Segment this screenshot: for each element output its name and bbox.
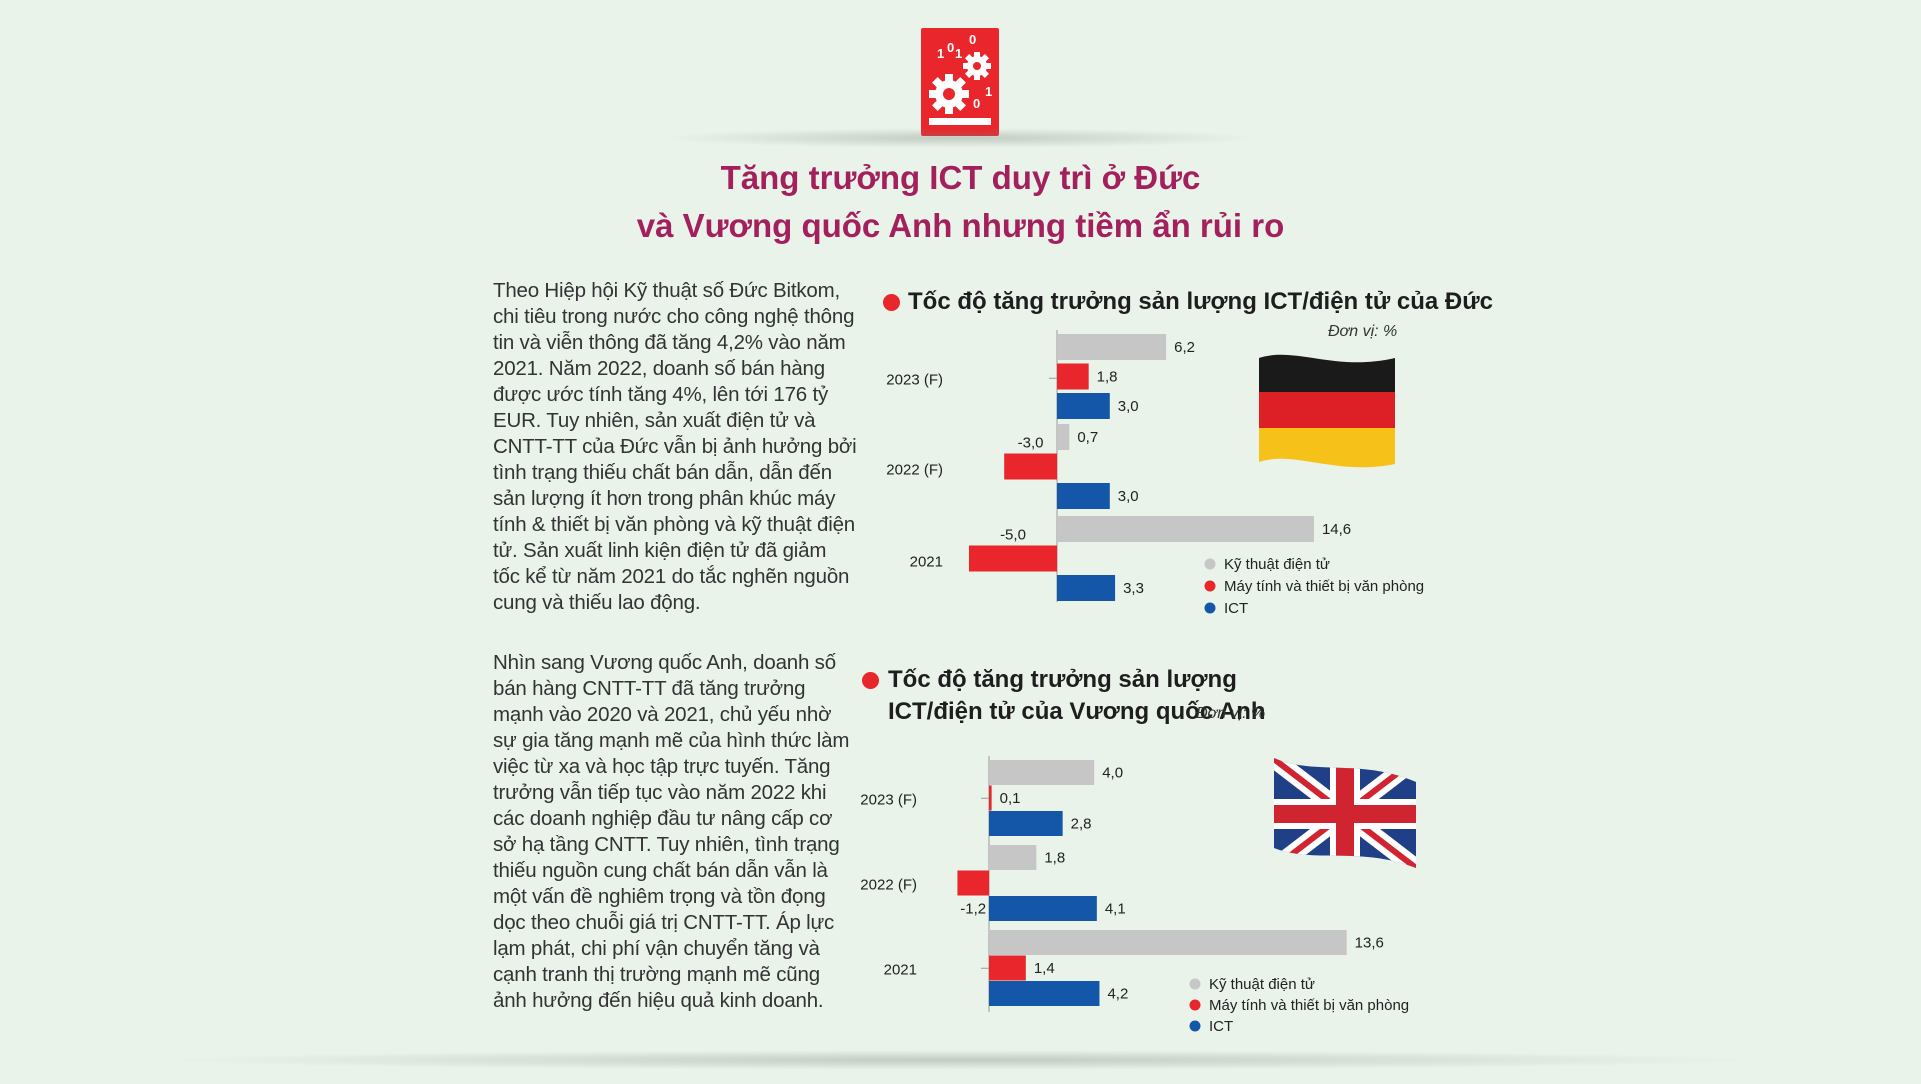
germany-bar [969,545,1057,572]
uk-bar [989,896,1097,921]
germany-value-label: 0,7 [1077,429,1098,446]
gears-binary-icon: 1 0 1 0 1 0 [929,32,992,125]
uk-bar [989,760,1095,785]
uk-legend-swatch [1189,999,1201,1011]
uk-value-label: 4,0 [1102,765,1123,782]
uk-bar [989,785,992,811]
uk-category-label: 2022 (F) [860,876,917,893]
logo-digit: 0 [947,40,954,55]
uk-category-label: 2023 (F) [860,791,917,808]
uk-category-label: 2021 [884,961,917,978]
germany-legend-label: Máy tính và thiết bị văn phòng [1224,578,1424,595]
uk-unit-label: Đơn vị: % [1196,705,1266,722]
germany-bar [1057,363,1089,390]
title-line-1: Tăng trưởng ICT duy trì ở Đức [720,159,1201,196]
germany-legend-swatch [1204,558,1216,570]
logo-digit: 1 [955,46,962,61]
germany-value-label: 3,3 [1123,580,1144,597]
uk-legend-label: Kỹ thuật điện tử [1209,976,1315,993]
uk-legend-swatch [1189,978,1201,990]
germany-value-label: -3,0 [1018,435,1044,452]
logo: 1 0 1 0 1 0 [921,28,999,136]
germany-legend-swatch [1204,580,1216,592]
uk-value-label: 4,1 [1105,901,1126,918]
germany-bar [1057,334,1167,360]
germany-legend-label: ICT [1224,600,1248,617]
body-paragraph-2: Nhìn sang Vương quốc Anh, doanh số bán h… [493,651,850,1012]
logo-digit: 1 [937,46,944,61]
germany-bar [1057,393,1110,419]
germany-bar [1057,575,1116,601]
germany-bar [1057,424,1070,450]
page-title: Tăng trưởng ICT duy trì ở Đức và Vương q… [0,154,1921,250]
uk-legend-swatch [1189,1020,1201,1032]
uk-value-label: 1,8 [1044,850,1065,867]
body-paragraph-1: Theo Hiệp hội Kỹ thuật số Đức Bitkom, ch… [493,279,857,614]
uk-bar [989,981,1100,1006]
uk-value-label: 0,1 [1000,790,1021,807]
germany-category-label: 2023 (F) [886,371,943,388]
germany-flag [1259,354,1395,468]
germany-value-label: 6,2 [1174,339,1195,356]
uk-flag [1274,758,1416,868]
germany-bar [1004,453,1057,480]
uk-value-label: 13,6 [1355,935,1384,952]
germany-legend-swatch [1204,602,1216,614]
uk-value-label: 4,2 [1107,986,1128,1003]
chart-bullet [862,672,879,689]
uk-legend-label: Máy tính và thiết bị văn phòng [1209,997,1409,1014]
uk-legend-label: ICT [1209,1018,1233,1035]
uk-bar [957,870,989,896]
germany-bar [1057,483,1110,509]
logo-shadow [660,128,1260,148]
germany-value-label: 1,8 [1097,369,1118,386]
uk-bar [989,955,1026,981]
germany-bar [1057,516,1314,542]
uk-value-label: 1,4 [1034,960,1055,977]
germany-value-label: -5,0 [1000,527,1026,544]
chart-bullet [883,294,900,311]
germany-value-label: 14,6 [1322,521,1351,538]
germany-category-label: 2022 (F) [886,461,943,478]
uk-chart-title-line-1: Tốc độ tăng trưởng sản lượng [888,666,1237,693]
uk-value-label: 2,8 [1071,816,1092,833]
germany-value-label: 3,0 [1118,488,1139,505]
uk-chart-title-line-2: ICT/điện tử của Vương quốc Anh [888,698,1266,725]
germany-value-label: 3,0 [1118,398,1139,415]
uk-bar [989,930,1347,955]
logo-digit: 0 [973,96,980,111]
uk-bar [989,845,1037,870]
bottom-shadow [160,1050,1760,1070]
uk-bar [989,811,1063,836]
germany-chart-title: Tốc độ tăng trưởng sản lượng ICT/điện tử… [908,288,1493,315]
logo-digit: 0 [969,32,976,47]
germany-legend-label: Kỹ thuật điện tử [1224,556,1330,573]
uk-bar-chart: 2023 (F) 4,0 0,1 2,8 2022 (F) 1,8 -1,2 4,1 2021 1… [860,756,1409,1035]
logo-digit: 1 [985,84,992,99]
germany-unit-label: Đơn vị: % [1328,323,1398,340]
uk-value-label: -1,2 [960,901,986,918]
germany-category-label: 2021 [910,553,943,570]
title-line-2: và Vương quốc Anh nhưng tiềm ẩn rủi ro [636,207,1285,244]
